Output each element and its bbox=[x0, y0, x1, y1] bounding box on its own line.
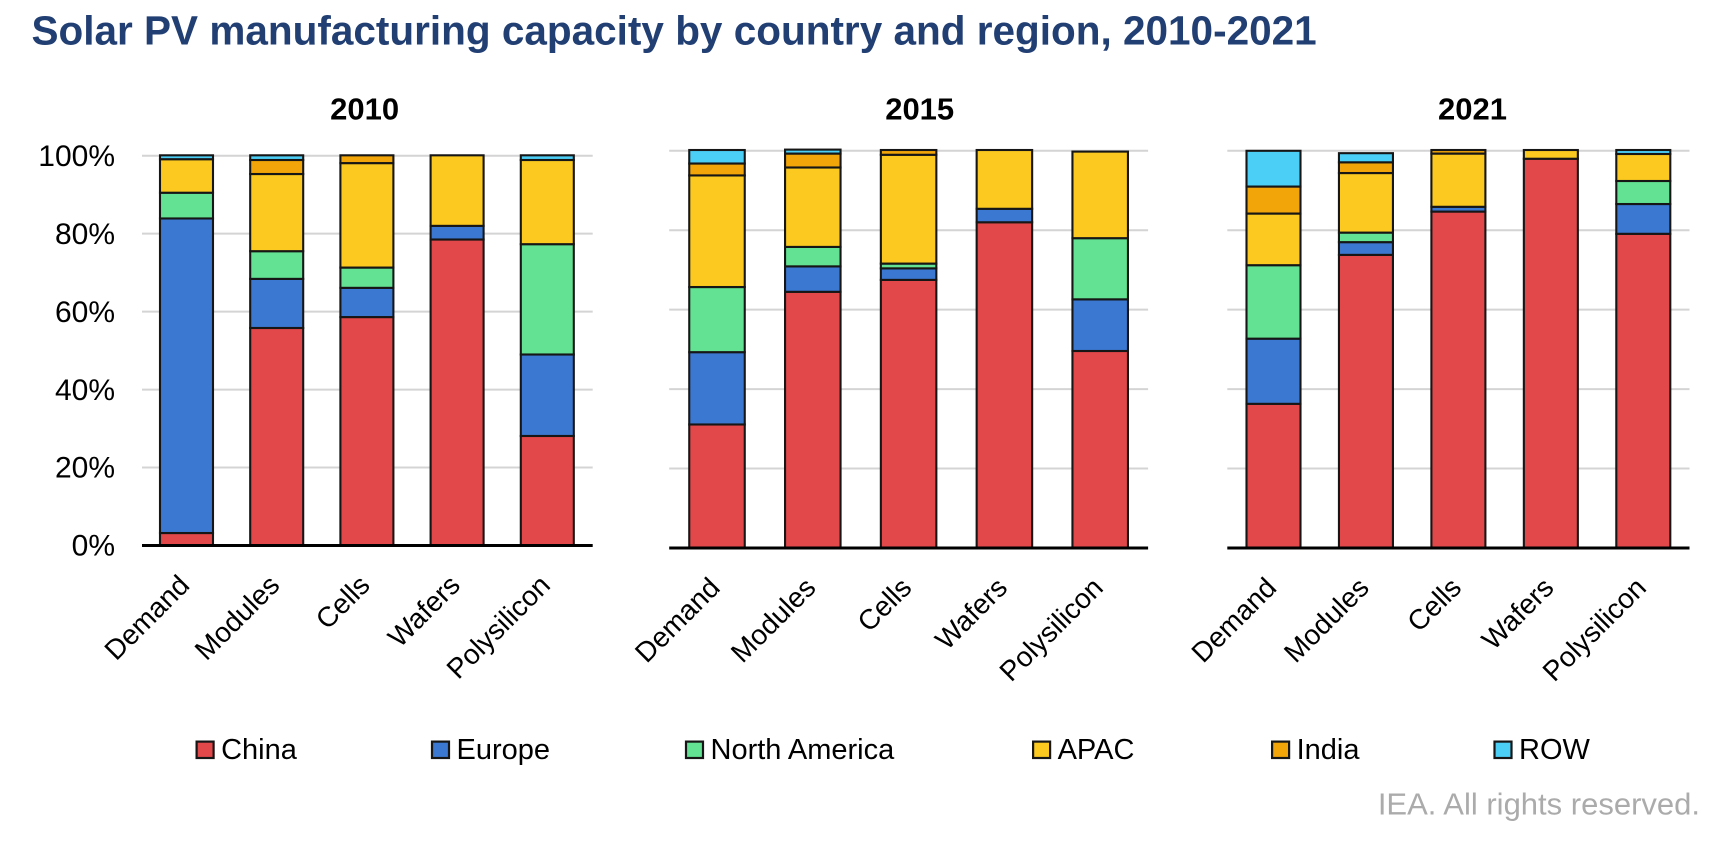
svg-text:2010: 2010 bbox=[330, 92, 399, 127]
svg-text:2015: 2015 bbox=[885, 92, 954, 127]
svg-text:80%: 80% bbox=[55, 218, 115, 251]
svg-text:Solar PV manufacturing capacit: Solar PV manufacturing capacity by count… bbox=[32, 8, 1317, 54]
svg-text:0%: 0% bbox=[72, 530, 115, 563]
svg-text:2021: 2021 bbox=[1438, 92, 1507, 127]
svg-text:Europe: Europe bbox=[457, 734, 551, 766]
svg-text:India: India bbox=[1297, 734, 1361, 766]
svg-text:IEA. All rights reserved.: IEA. All rights reserved. bbox=[1378, 787, 1700, 822]
svg-text:APAC: APAC bbox=[1058, 734, 1135, 766]
svg-text:20%: 20% bbox=[55, 452, 115, 485]
svg-text:100%: 100% bbox=[38, 140, 115, 173]
svg-text:40%: 40% bbox=[55, 374, 115, 407]
svg-text:North America: North America bbox=[711, 734, 896, 766]
svg-text:China: China bbox=[221, 734, 298, 766]
svg-text:ROW: ROW bbox=[1519, 734, 1591, 766]
svg-text:60%: 60% bbox=[55, 296, 115, 329]
